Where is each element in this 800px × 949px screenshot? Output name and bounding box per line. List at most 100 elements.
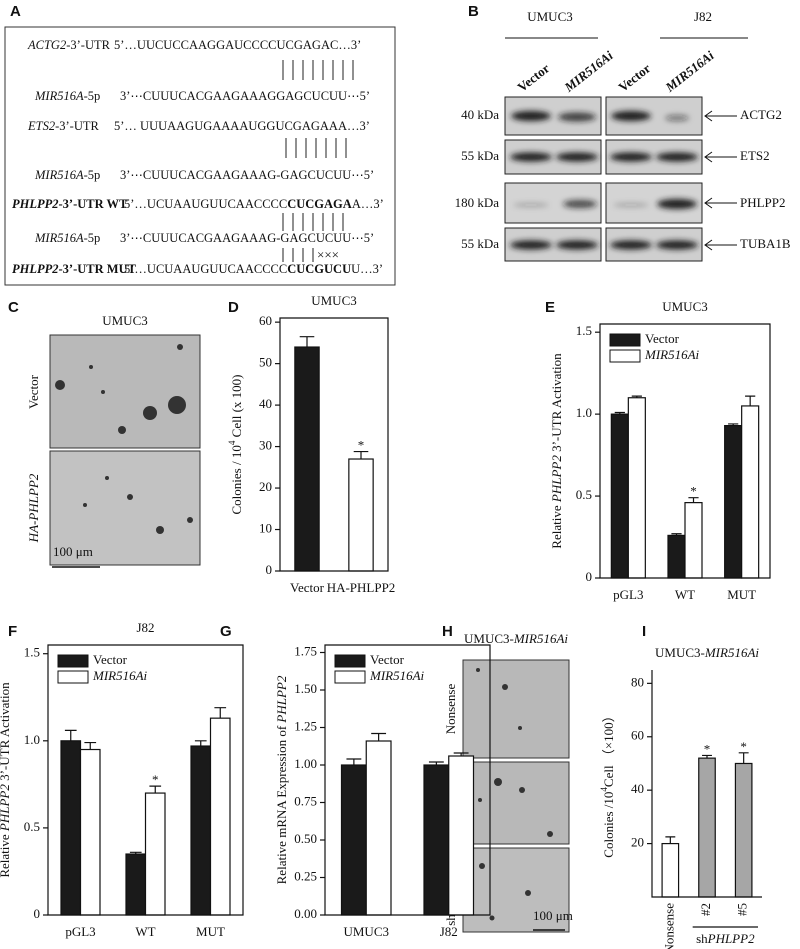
text-run: PHLPP2 [12,262,59,276]
micrographs [49,334,570,933]
bar [190,745,212,916]
panel-letter: E [545,299,555,316]
bar [448,755,475,916]
y-tick-label: 1.0 [24,732,40,747]
error-bar [614,411,625,415]
legend-swatch [334,670,366,684]
error-bar [745,395,756,406]
bar [627,397,646,579]
error-bar [353,450,369,460]
significance: * [704,741,711,756]
text-run: -3’-UTR [55,119,99,133]
panel-letter: D [228,299,239,316]
text-run: sh [696,931,708,946]
bar [144,792,166,916]
chart-title: J82 [136,620,154,635]
sequence: 5’… UUUAAGUGAAAAUGGUCGAGAAA…3’ [114,119,370,133]
y-tick-label: 1.75 [294,643,317,658]
text-run: PHLPP2 [274,675,289,723]
size-marker: 55 kDa [461,236,499,251]
text-run: Nonsense [443,683,458,734]
sequence: 3’⋯CUUUCACGAAGAAAG-GAGCUCUU⋯5’ [120,168,374,182]
bar [741,405,760,579]
legend-swatch [334,654,366,668]
text-run: U…3’ [351,262,383,276]
legend-swatch [609,333,641,347]
legend-label: MIR516Ai [644,347,700,362]
error-bar [214,707,227,719]
bar [724,425,743,579]
y-tick-label: 30 [259,438,272,453]
text-run: 4 [227,440,237,445]
panel-title: UMUC3 [102,313,148,328]
text-run: Cell （×100） [601,709,616,787]
error-bar [453,752,469,756]
sequence: 3’⋯CUUUCACGAAGAAAGGAGCUCUU⋯5’ [120,89,370,103]
y-tick-label: 40 [631,781,644,796]
y-tick-label: 0 [586,569,593,584]
panel-letter: H [442,623,453,640]
panel-title: UMUC3-MIR516Ai [464,631,568,646]
x-tick-label: #2 [698,903,713,916]
sequence-label: MIR516A-5p [34,89,100,103]
error-bar [702,754,712,759]
error-bar [738,752,749,764]
size-marker: 55 kDa [461,148,499,163]
text-run: Cell (x 100) [229,375,244,441]
y-tick-label: 40 [259,396,272,411]
row-label: HA-PHLPP2 [26,473,41,543]
y-tick-label: 10 [259,521,272,536]
bar [698,757,716,898]
error-bar [428,761,444,765]
text-run: MIR516Ai [704,645,760,660]
panel-letter: F [8,623,17,640]
text-run: 5’…UUCUCCAAGGAUCCCCUCGAGAC…3’ [114,38,361,52]
text-run: 5’…UCUAAUGUUCAACCCC [124,262,287,276]
bar [667,534,686,579]
error-bar [346,758,362,765]
western-blot [504,37,748,262]
protein-label: ACTG2 [740,107,782,122]
y-tick-label: 60 [259,313,272,328]
y-tick-label: 0.00 [294,906,317,921]
bar [79,748,101,916]
sequence-label: MIR516A-5p [34,168,100,182]
y-tick-label: 60 [631,728,644,743]
error-bar [84,741,97,750]
bar [294,346,320,572]
sequence: 5’…UUCUCCAAGGAUCCCCUCGAGAC…3’ [114,38,361,52]
sequence-label: PHLPP2-3’-UTR WT [12,197,128,211]
bar [60,740,82,916]
chart-title: UMUC3-MIR516Ai [655,645,759,660]
text-run: MIR516A [34,168,84,182]
text-run: 3’⋯CUUUCACGAAGAAAGGAGCUCUU⋯5’ [120,89,370,103]
sequence: 5’…UCUAAUGUUCAACCCCCUCGUCUU…3’ [124,262,383,276]
x-tick-label: HA-PHLPP2 [327,580,396,595]
text-run: HA-PHLPP2 [26,473,41,543]
y-tick-label: 20 [631,835,644,850]
y-axis-label: Relative mRNA Expression of PHLPP2 [274,675,289,884]
error-bar [371,732,387,741]
text-run: 3’-UTR Activation [0,682,12,784]
protein-label: ETS2 [740,148,770,163]
text-run: Colonies / 10 [229,445,244,514]
axes [651,670,762,898]
significance: * [740,739,747,754]
y-tick-label: 0.25 [294,868,317,883]
row-label: Nonsense [443,683,458,734]
text-run: A…3’ [352,197,384,211]
panel-letter: B [468,3,479,20]
x-tick-label: UMUC3 [343,924,389,939]
text-run: CUCGUCU [287,262,351,276]
x-tick-label: WT [675,587,695,602]
y-axis-label: Colonies / 104 Cell (x 100) [227,375,244,515]
chart-title: UMUC3 [311,293,357,308]
x-tick-label: Nonsense [661,903,676,949]
text-run: ACTG2 [27,38,66,52]
legend-label: Vector [370,652,405,667]
sequence: 3’⋯CUUUCACGAAGAAAG-GAGCUCUU⋯5’ [120,231,374,245]
group-label: shPHLPP2 [696,931,755,946]
cell-line: UMUC3 [527,9,573,24]
y-tick-label: 20 [259,479,272,494]
